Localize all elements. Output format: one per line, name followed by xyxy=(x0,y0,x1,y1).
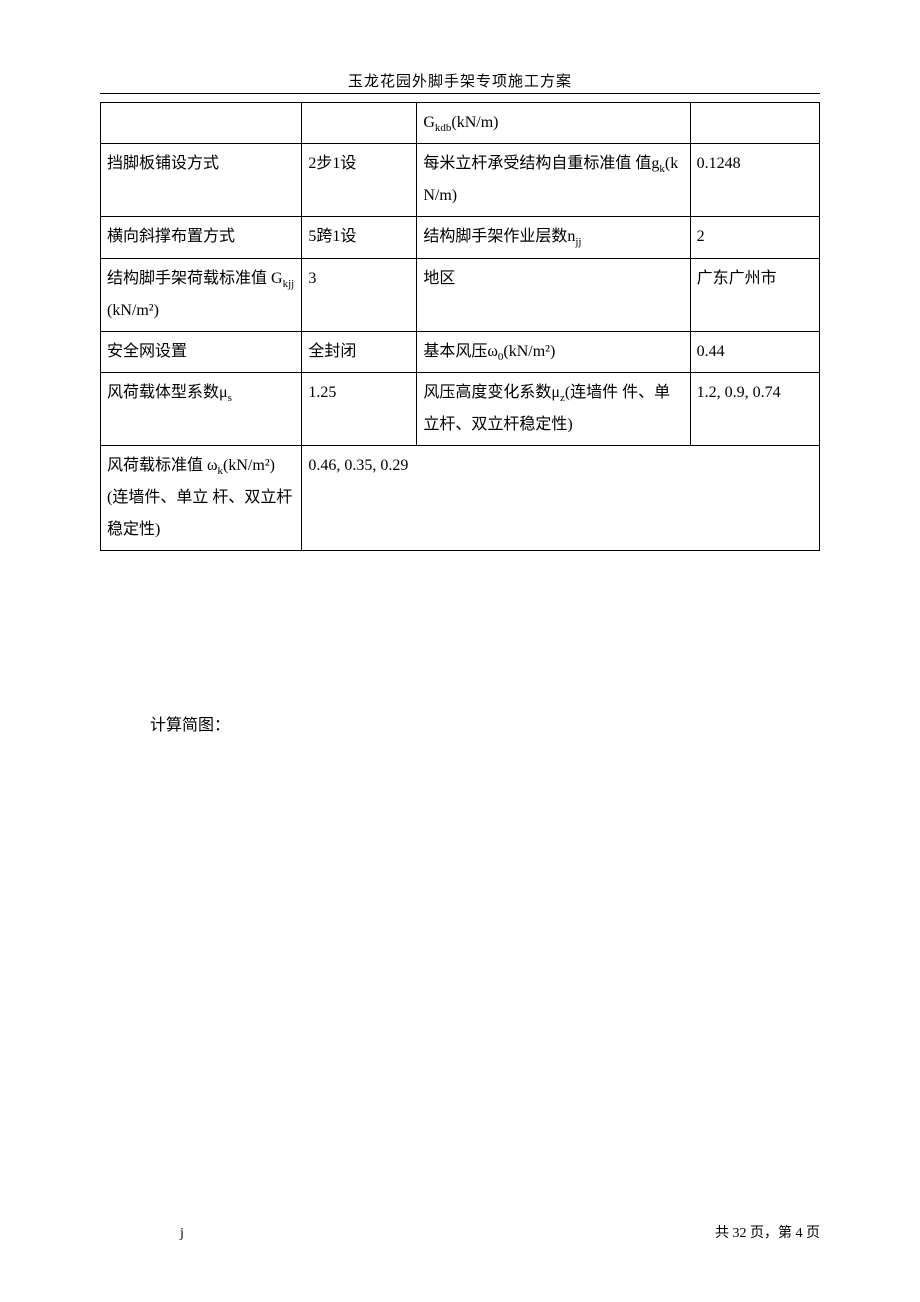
table-row: 风荷载标准值 ωk(kN/m²)(连墙件、单立 杆、双立杆稳定性) 0.46, … xyxy=(101,446,820,551)
table-row: 风荷载体型系数μs 1.25 风压高度变化系数μz(连墙件 件、单立杆、双立杆稳… xyxy=(101,372,820,445)
cell xyxy=(101,103,302,144)
cell: 风压高度变化系数μz(连墙件 件、单立杆、双立杆稳定性) xyxy=(417,372,690,445)
cell: 风荷载体型系数μs xyxy=(101,372,302,445)
footer-left: j xyxy=(180,1226,184,1242)
table-row: 结构脚手架荷载标准值 Gkjj(kN/m²) 3 地区 广东广州市 xyxy=(101,258,820,331)
cell: 挡脚板铺设方式 xyxy=(101,144,302,217)
params-table: Gkdb(kN/m) 挡脚板铺设方式 2步1设 每米立杆承受结构自重标准值 值g… xyxy=(100,102,820,551)
section-label: 计算简图： xyxy=(150,711,820,735)
cell: 2步1设 xyxy=(302,144,417,217)
cell xyxy=(690,103,819,144)
cell: 全封闭 xyxy=(302,331,417,372)
page: 玉龙花园外脚手架专项施工方案 Gkdb(kN/m) 挡脚板铺设方式 2步1设 每… xyxy=(0,0,920,1302)
footer-right: 共 32 页，第 4 页 xyxy=(715,1222,820,1242)
cell: 结构脚手架作业层数njj xyxy=(417,217,690,258)
cell: 5跨1设 xyxy=(302,217,417,258)
title-rule xyxy=(100,93,820,94)
cell: Gkdb(kN/m) xyxy=(417,103,690,144)
cell: 0.1248 xyxy=(690,144,819,217)
cell: 3 xyxy=(302,258,417,331)
cell: 1.25 xyxy=(302,372,417,445)
table-row: Gkdb(kN/m) xyxy=(101,103,820,144)
cell: 广东广州市 xyxy=(690,258,819,331)
cell: 风荷载标准值 ωk(kN/m²)(连墙件、单立 杆、双立杆稳定性) xyxy=(101,446,302,551)
doc-title: 玉龙花园外脚手架专项施工方案 xyxy=(100,70,820,91)
cell: 结构脚手架荷载标准值 Gkjj(kN/m²) xyxy=(101,258,302,331)
cell: 每米立杆承受结构自重标准值 值gk(kN/m) xyxy=(417,144,690,217)
cell: 安全网设置 xyxy=(101,331,302,372)
cell: 2 xyxy=(690,217,819,258)
cell: 0.46, 0.35, 0.29 xyxy=(302,446,820,551)
cell: 1.2, 0.9, 0.74 xyxy=(690,372,819,445)
cell: 基本风压ω0(kN/m²) xyxy=(417,331,690,372)
table-row: 安全网设置 全封闭 基本风压ω0(kN/m²) 0.44 xyxy=(101,331,820,372)
table-row: 横向斜撑布置方式 5跨1设 结构脚手架作业层数njj 2 xyxy=(101,217,820,258)
cell: 0.44 xyxy=(690,331,819,372)
cell: 地区 xyxy=(417,258,690,331)
table-row: 挡脚板铺设方式 2步1设 每米立杆承受结构自重标准值 值gk(kN/m) 0.1… xyxy=(101,144,820,217)
cell: 横向斜撑布置方式 xyxy=(101,217,302,258)
cell xyxy=(302,103,417,144)
